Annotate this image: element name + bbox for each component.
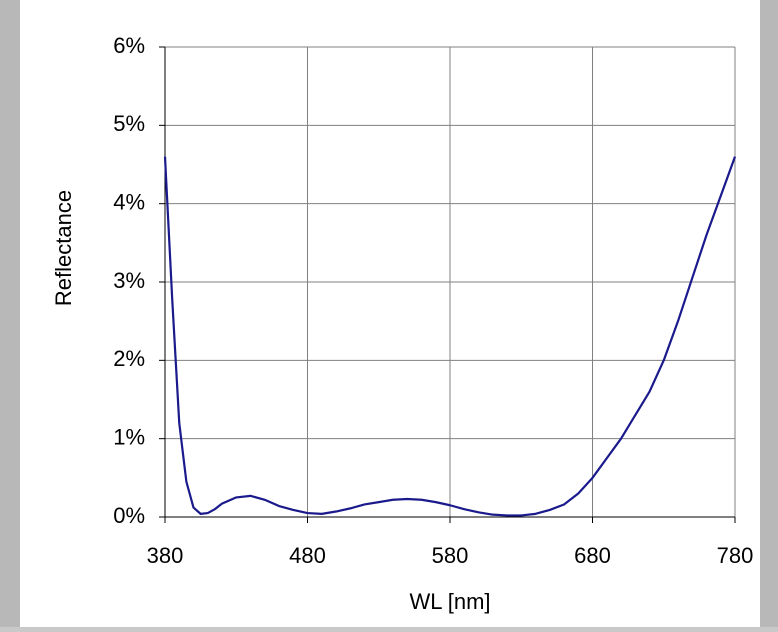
x-tick-label: 680 (574, 543, 611, 568)
x-tick-label: 380 (147, 543, 184, 568)
y-axis-label: Reflectance (51, 190, 76, 306)
x-tick-label: 580 (432, 543, 469, 568)
y-tick-label: 1% (113, 424, 145, 449)
background-photo (760, 0, 778, 627)
x-tick-label: 780 (717, 543, 754, 568)
y-tick-label: 0% (113, 503, 145, 528)
data-line (163, 156, 737, 517)
y-tick-label: 2% (113, 346, 145, 371)
y-tick-label: 3% (113, 268, 145, 293)
y-tick-label: 6% (113, 33, 145, 58)
x-axis-label: WL [nm] (409, 589, 490, 614)
y-tick-label: 4% (113, 189, 145, 214)
background-photo (0, 0, 20, 627)
y-tick-label: 5% (113, 111, 145, 136)
x-tick-label: 480 (289, 543, 326, 568)
chart-panel (20, 0, 760, 627)
